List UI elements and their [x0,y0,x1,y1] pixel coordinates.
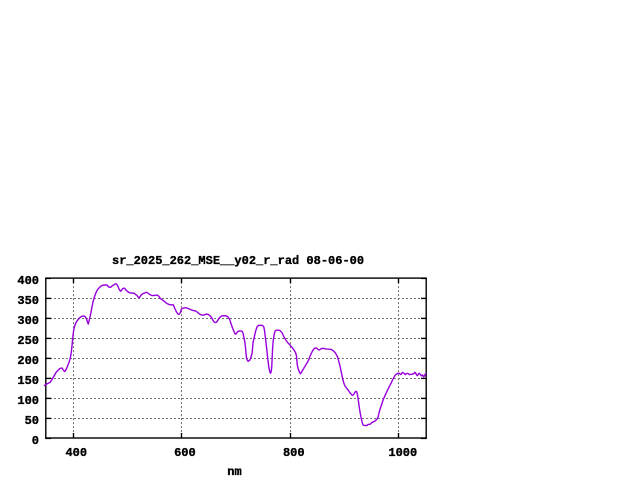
svg-text:300: 300 [17,314,39,328]
svg-text:100: 100 [17,394,39,408]
svg-text:350: 350 [17,294,39,308]
svg-text:600: 600 [174,446,196,460]
svg-text:400: 400 [65,446,87,460]
svg-text:400: 400 [17,274,39,288]
svg-text:0: 0 [32,434,39,448]
svg-text:nm: nm [227,465,241,479]
svg-text:1000: 1000 [388,446,417,460]
svg-text:sr_2025_262_MSE__y02_r_rad 08-: sr_2025_262_MSE__y02_r_rad 08-06-00 [112,254,364,268]
svg-text:800: 800 [283,446,305,460]
svg-text:50: 50 [25,414,39,428]
svg-text:200: 200 [17,354,39,368]
svg-text:250: 250 [17,334,39,348]
svg-text:150: 150 [17,374,39,388]
